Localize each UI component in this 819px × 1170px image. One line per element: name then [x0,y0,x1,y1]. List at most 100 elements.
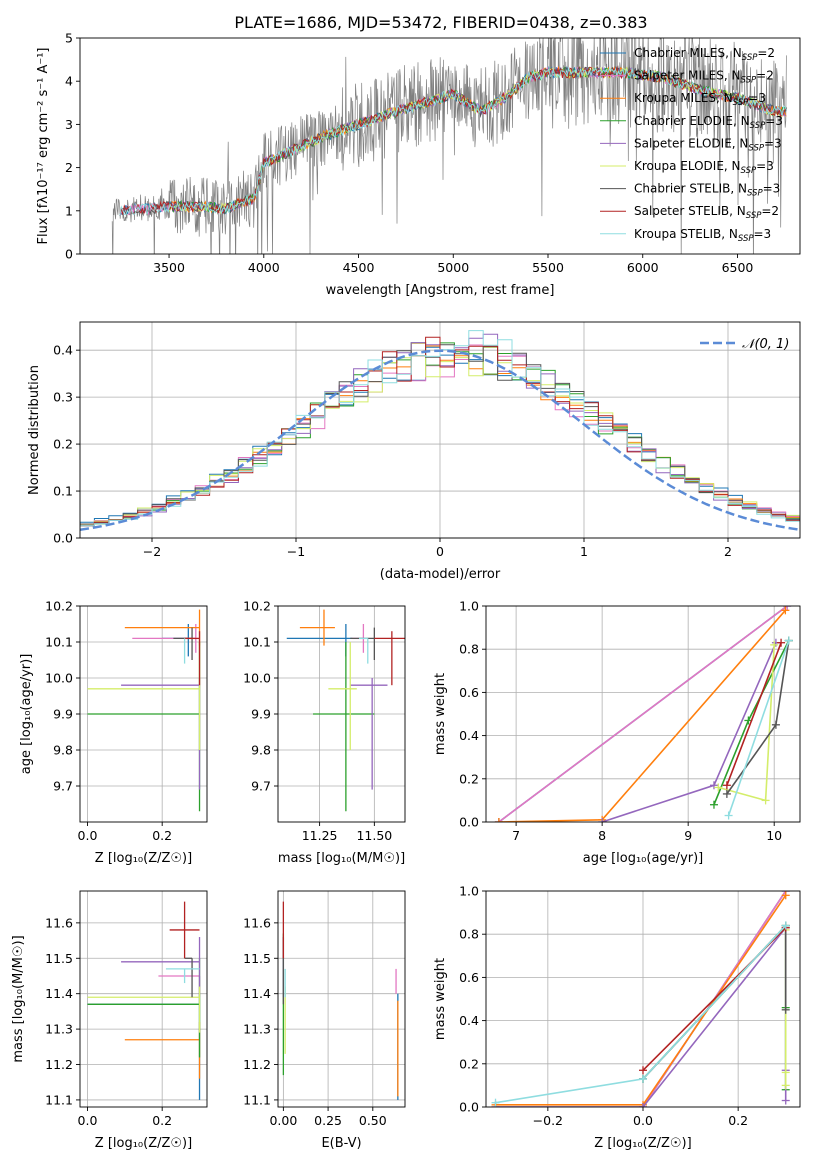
x-axis-label: Z [log₁₀(Z/Z☉)] [95,851,192,866]
errorbar-point-salpeter_elodie [121,678,201,790]
weight-marker-chabrier_stelib [781,1005,790,1014]
y-tick-label: 11.1 [45,1092,73,1107]
axes-frame [79,890,208,1108]
y-tick-label: 9.8 [53,743,73,758]
weight-line-kroupa_stelib [727,640,790,816]
normal-distribution-curve [80,349,800,532]
legend-entry: Chabrier STELIB, NSSP=3 [634,182,780,199]
weight-marker-kroupa_miles [781,891,790,900]
y-tick-label: 10.1 [45,635,73,650]
errorbar-point-chabrier_stelib [184,957,193,998]
y-axis-label: mass weight [433,673,448,755]
weight-marker-kroupa_stelib [784,636,793,645]
weight-marker-salpeter_elodie [781,1096,790,1105]
x-tick-label: 0 [436,544,444,559]
x-tick-label: 9 [684,828,692,843]
weight-marker-salpeter_elodie [709,781,718,790]
x-tick-label: 0.25 [314,1113,342,1128]
y-tick-label: 11.6 [243,915,271,930]
weight-marker-salpeter_miles [783,606,792,610]
x-tick-label: 6000 [627,260,659,275]
plots-layer: 3500 4000 4500 5000 5500 6000 6500 0 1 2 3 4 5 wavele… [11,31,801,1151]
y-axis-label: mass weight [433,958,448,1040]
panel-residuals: −2 −1 0 1 2 0.0 0.1 0.2 0.3 0.4 (data-model)/error… [27,321,801,582]
model-spectrum-salpeter_stelib [119,65,787,216]
weight-line-salpeter_stelib [726,642,782,786]
y-tick-label: 5 [65,31,73,46]
model-spectrum-kroupa_stelib [119,66,788,216]
weight-marker-salpeter_elodie [639,1103,647,1107]
y-tick-label: 9.7 [251,779,271,794]
plot-area [87,609,201,812]
legend-entry: Chabrier MILES, NSSP=2 [634,46,775,63]
errorbar-point-salpeter_miles [158,975,201,994]
x-axis-label: age [log₁₀(age/yr)] [583,851,704,866]
legend-entry: Kroupa STELIB, NSSP=3 [634,227,771,244]
y-tick-label: 0.2 [459,771,479,786]
errorbar-point-chabrier_stelib [350,627,375,660]
errorbar-point-salpeter_stelib [374,631,405,686]
y-tick-label: 1.0 [459,599,479,614]
panel-age_vs_mass: 11.25 11.50 9.7 9.8 9.9 10.0 10.1 10.2 mass [log… [243,599,406,866]
y-tick-label: 1.0 [459,884,479,899]
y-tick-label: 0.8 [459,642,479,657]
weight-line-kroupa_stelib [495,925,787,1104]
legend-entry: Salpeter STELIB, NSSP=2 [634,204,779,221]
weight-line-kroupa_miles [495,894,787,1106]
weight-line-chabrier_stelib [726,640,790,795]
y-tick-label: 0.6 [459,685,479,700]
errorbar-point-chabrier_elodie [87,958,201,1058]
weight-marker-chabrier_elodie [709,800,718,809]
y-tick-label: 10.0 [243,671,271,686]
y-tick-label: 0.1 [53,484,73,499]
weight-marker-chabrier_stelib [771,720,780,729]
plot-area [491,891,790,1107]
weight-marker-kroupa_miles [494,818,503,822]
x-tick-label: 0.00 [269,1113,297,1128]
errorbar-point-kroupa_stelib [165,968,200,984]
y-tick-label: 0 [65,247,73,262]
legend-entry: Chabrier ELODIE, NSSP=3 [634,114,783,131]
model-spectrum-kroupa_elodie [168,66,787,215]
x-tick-label: 5500 [532,260,564,275]
errorbar-point-chabrier_miles [87,993,201,1100]
weight-line-kroupa_elodie [718,644,775,802]
panel-weight_vs_Z: −0.2 0.0 0.2 0.0 0.2 0.4 0.6 0.8 1.0 Z [log₁₀(Z/Z… [433,884,801,1151]
y-tick-label: 0.2 [53,437,73,452]
weight-marker-kroupa_elodie [770,640,779,649]
y-tick-label: 2 [65,160,73,175]
plot-area [111,38,788,254]
legend-entry: Kroupa MILES, NSSP=3 [634,91,766,108]
weight-marker-kroupa_stelib [491,1098,500,1107]
y-tick-label: 11.1 [243,1092,271,1107]
x-axis-label: E(B-V) [321,1136,361,1151]
y-tick-label: 11.4 [243,986,271,1001]
x-tick-label: 0.2 [728,1113,748,1128]
legend-entry: 𝒩(0, 1) [742,337,789,352]
errorbar-point-chabrier_stelib [173,627,193,660]
legend-entry: Salpeter ELODIE, NSSP=3 [634,136,782,153]
y-tick-label: 9.9 [251,707,271,722]
figure-title: PLATE=1686, MJD=53472, FIBERID=0438, z=0… [234,13,647,32]
weight-marker-salpeter_stelib [722,781,731,790]
errorbar-point-kroupa_stelib [359,637,369,664]
weight-marker-kroupa_stelib [639,1074,647,1083]
y-tick-label: 11.5 [243,951,271,966]
x-tick-label: 4000 [248,260,280,275]
y-tick-label: 10.0 [45,671,73,686]
y-axis-label: Flux [fλ10⁻¹⁷ erg cm⁻² s⁻¹ A⁻¹] [36,48,51,245]
y-tick-label: 0.4 [459,728,479,743]
y-tick-label: 11.2 [243,1057,271,1072]
weight-marker-salpeter_stelib [639,1066,647,1075]
weight-line-salpeter_elodie [601,642,777,822]
y-tick-label: 0.4 [459,1013,479,1028]
y-tick-label: 11.5 [45,951,73,966]
x-tick-label: 0.2 [152,1113,172,1128]
errorbar-point-kroupa_elodie [328,642,357,750]
y-tick-label: 11.4 [45,986,73,1001]
y-tick-label: 9.8 [251,743,271,758]
x-tick-label: 5000 [437,260,469,275]
x-tick-label: 6500 [722,260,754,275]
x-tick-label: −2 [143,544,161,559]
weight-marker-kroupa_elodie [761,796,770,805]
